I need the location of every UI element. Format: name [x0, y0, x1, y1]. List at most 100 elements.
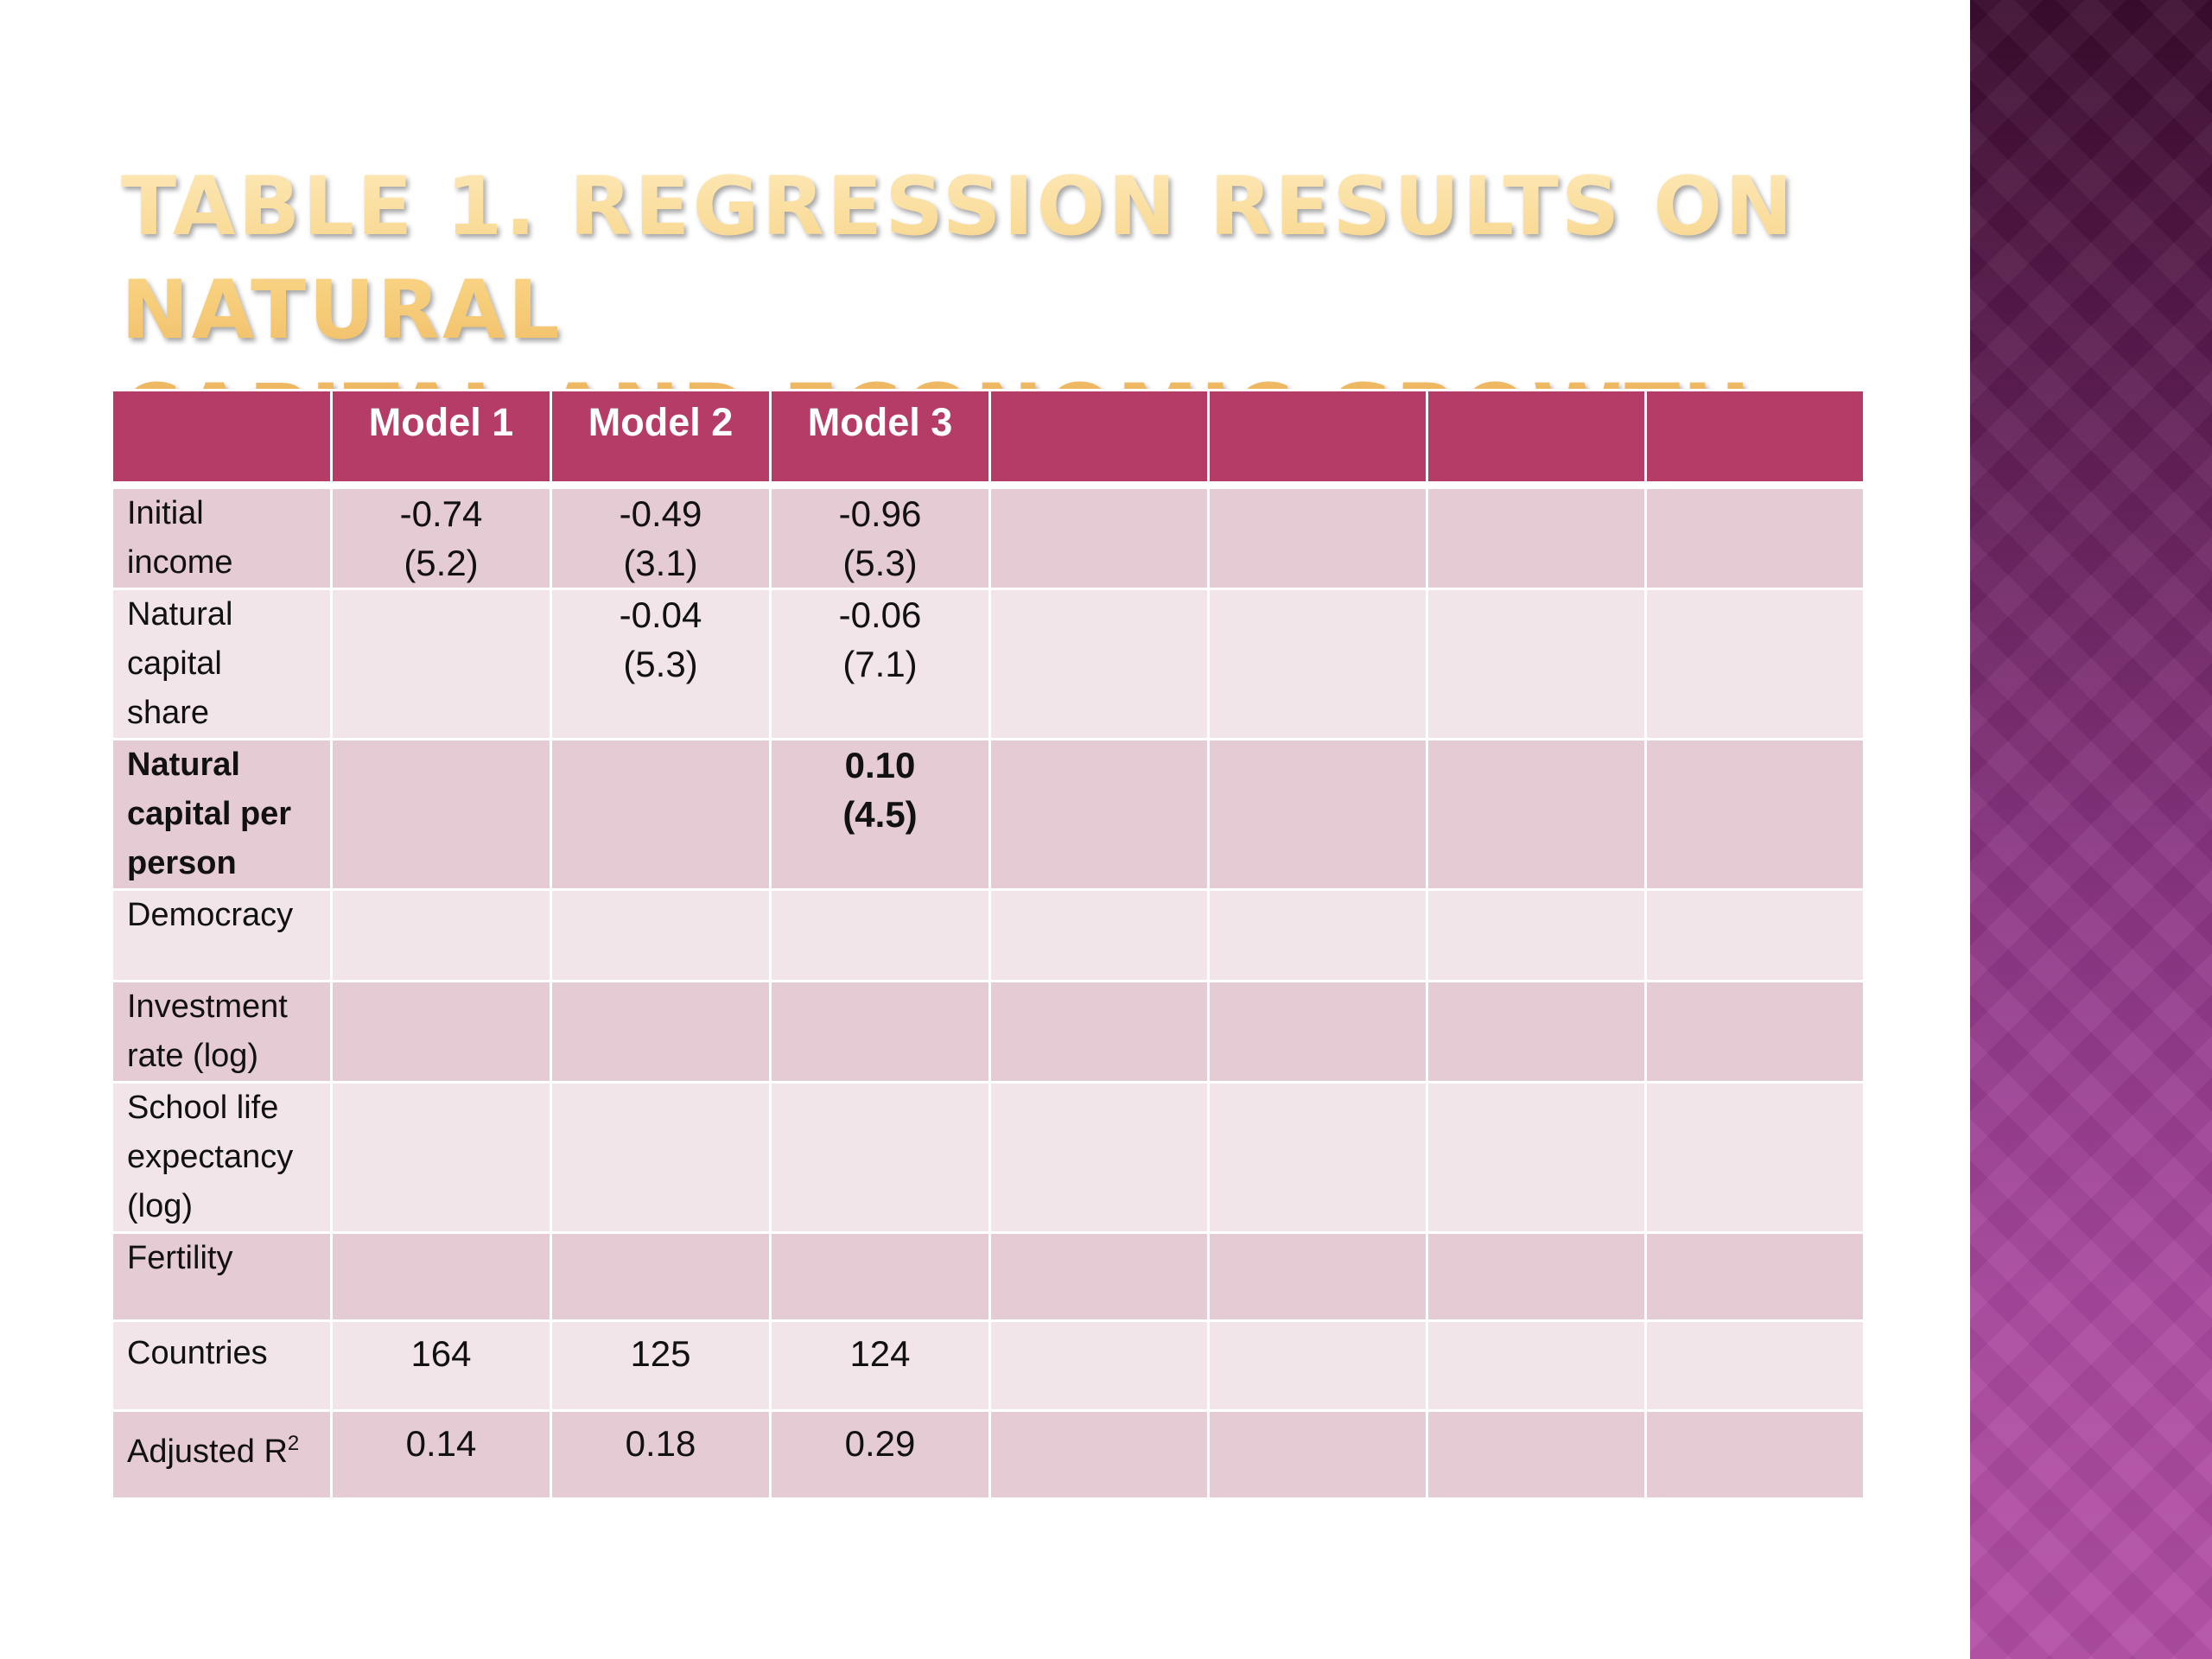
table-cell-model-3 [769, 1081, 991, 1234]
superscript: 2 [287, 1432, 300, 1455]
observation-count: 125 [630, 1333, 691, 1374]
row-label-line: Investment [127, 988, 288, 1025]
header-cell [988, 389, 1210, 489]
table-row: Initial income -0.74 (5.2) -0.49 (3.1) -… [111, 484, 1866, 590]
table-row: Natural capital per person 0.10 (4.5) [111, 738, 1866, 891]
header-cell [1644, 389, 1866, 489]
coefficient: -0.49 [619, 493, 702, 534]
row-label: School life expectancy (log) [111, 1081, 333, 1234]
empty-cell [1426, 738, 1647, 891]
header-cell-model-3: Model 3 [769, 389, 991, 489]
row-label-line: Countries [127, 1335, 268, 1371]
table-cell-model-2 [550, 1231, 772, 1322]
table-row: Countries 164 125 124 [111, 1319, 1866, 1412]
row-label-line: income [127, 544, 233, 581]
empty-cell [1207, 484, 1428, 590]
empty-cell [1207, 1231, 1428, 1322]
row-label-line: Fertility [127, 1240, 233, 1276]
empty-cell [1644, 484, 1866, 590]
slide-title-line-1: Table 1. Regression results on natural [121, 160, 1796, 358]
empty-cell [1426, 1081, 1647, 1234]
empty-cell [1644, 1231, 1866, 1322]
header-cell [1426, 389, 1647, 489]
table-cell-model-2: 0.18 [550, 1409, 772, 1500]
table-cell-model-2: 125 [550, 1319, 772, 1412]
table-cell-model-1 [330, 1231, 552, 1322]
header-cell-model-1: Model 1 [330, 389, 552, 489]
empty-cell [1644, 1081, 1866, 1234]
empty-cell [1644, 1319, 1866, 1412]
header-cell [1207, 389, 1428, 489]
row-label: Natural capital share [111, 588, 333, 741]
empty-cell [1207, 980, 1428, 1084]
row-label-line: capital [127, 645, 222, 682]
row-label: Initial income [111, 484, 333, 590]
table-row: Investment rate (log) [111, 980, 1866, 1084]
row-label: Fertility [111, 1231, 333, 1322]
empty-cell [1207, 1081, 1428, 1234]
empty-cell [988, 738, 1210, 891]
empty-cell [1207, 738, 1428, 891]
table-cell-model-1 [330, 588, 552, 741]
table-cell-model-3 [769, 980, 991, 1084]
table-cell-model-3: 0.10 (4.5) [769, 738, 991, 891]
row-label-line: rate (log) [127, 1038, 259, 1074]
empty-cell [1644, 1409, 1866, 1500]
table-cell-model-2: -0.49 (3.1) [550, 484, 772, 590]
table-cell-model-3: 124 [769, 1319, 991, 1412]
table-cell-model-2 [550, 980, 772, 1084]
row-label: Natural capital per person [111, 738, 333, 891]
observation-count: 124 [849, 1333, 911, 1374]
row-label: Countries [111, 1319, 333, 1412]
regression-results-table: Model 1 Model 2 Model 3 Initial income -… [111, 389, 1866, 1500]
table-row: Natural capital share -0.04 (5.3) -0.06 … [111, 588, 1866, 741]
table-cell-model-3: -0.06 (7.1) [769, 588, 991, 741]
header-cell [111, 389, 333, 489]
empty-cell [988, 1319, 1210, 1412]
row-label-line: expectancy [127, 1139, 294, 1175]
table-cell-model-1 [330, 738, 552, 891]
empty-cell [1644, 588, 1866, 741]
table-cell-model-2 [550, 738, 772, 891]
table-row: Adjusted R2 0.14 0.18 0.29 [111, 1409, 1866, 1500]
row-label-line: School life [127, 1090, 279, 1126]
t-statistic: (7.1) [842, 644, 918, 684]
empty-cell [988, 1409, 1210, 1500]
adjusted-r2-value: 0.18 [625, 1423, 696, 1464]
row-label-line: Initial [127, 495, 204, 531]
table-cell-model-3 [769, 1231, 991, 1322]
row-label-line: Democracy [127, 897, 294, 933]
empty-cell [1644, 980, 1866, 1084]
empty-cell [988, 1081, 1210, 1234]
coefficient: -0.04 [619, 594, 702, 635]
empty-cell [1207, 888, 1428, 982]
table-row: Democracy [111, 888, 1866, 982]
row-label-line: Natural [127, 747, 240, 783]
empty-cell [988, 588, 1210, 741]
empty-cell [1426, 980, 1647, 1084]
empty-cell [988, 888, 1210, 982]
row-label-line: Adjusted R [127, 1433, 288, 1470]
row-label-line: capital per [127, 796, 292, 832]
coefficient: -0.74 [399, 493, 483, 534]
coefficient: -0.06 [838, 594, 922, 635]
t-statistic: (4.5) [842, 794, 918, 835]
empty-cell [1207, 1409, 1428, 1500]
table-cell-model-1 [330, 980, 552, 1084]
t-statistic: (3.1) [623, 543, 698, 583]
coefficient: -0.96 [838, 493, 922, 534]
row-label: Democracy [111, 888, 333, 982]
empty-cell [1644, 888, 1866, 982]
row-label: Adjusted R2 [111, 1409, 333, 1500]
table-cell-model-2: -0.04 (5.3) [550, 588, 772, 741]
t-statistic: (5.3) [842, 543, 918, 583]
row-label: Investment rate (log) [111, 980, 333, 1084]
empty-cell [988, 980, 1210, 1084]
table-cell-model-1: -0.74 (5.2) [330, 484, 552, 590]
table-cell-model-1 [330, 1081, 552, 1234]
table-cell-model-3: 0.29 [769, 1409, 991, 1500]
observation-count: 164 [410, 1333, 472, 1374]
t-statistic: (5.3) [623, 644, 698, 684]
row-label-line: share [127, 695, 210, 731]
t-statistic: (5.2) [404, 543, 479, 583]
